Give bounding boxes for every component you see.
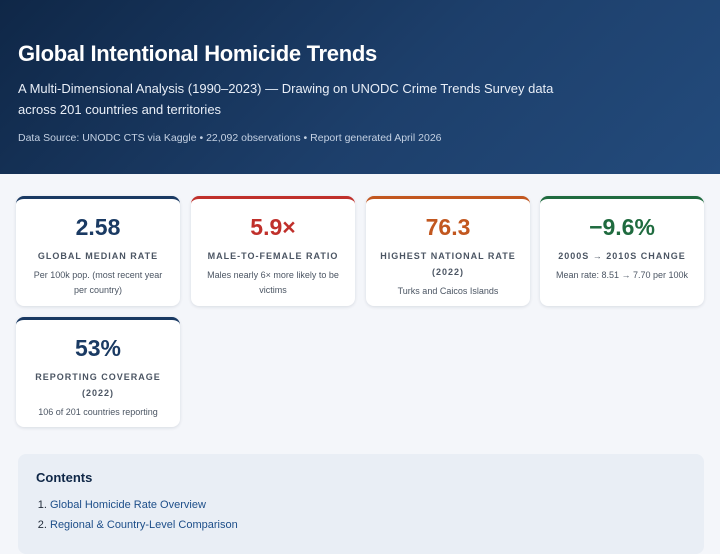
kpi-label: MALE-TO-FEMALE RATIO	[207, 251, 339, 261]
kpi-label: HIGHEST NATIONAL RATE (2022)	[380, 251, 516, 277]
kpi-card-median-rate: 2.58 GLOBAL MEDIAN RATE Per 100k pop. (m…	[16, 196, 180, 306]
kpi-value: 53%	[74, 335, 122, 361]
contents-list: Global Homicide Rate Overview Regional &…	[36, 495, 686, 535]
kpi-value: 76.3	[425, 214, 471, 240]
kpi-description: Turks and Caicos Islands	[397, 286, 499, 296]
report-meta: Data Source: UNODC CTS via Kaggle • 22,0…	[18, 132, 442, 144]
table-of-contents: Contents Global Homicide Rate Overview R…	[18, 454, 704, 554]
page-title: Global Intentional Homicide Trends	[18, 41, 377, 66]
kpi-label: REPORTING COVERAGE (2022)	[35, 372, 161, 398]
contents-title: Contents	[36, 470, 93, 485]
kpi-description: Per 100k pop. (most recent year per coun…	[33, 270, 163, 295]
kpi-description: Males nearly 6× more likely to be victim…	[207, 270, 339, 295]
kpi-card-reporting-coverage: 53% REPORTING COVERAGE (2022) 106 of 201…	[16, 317, 180, 427]
contents-item: Regional & Country-Level Comparison	[50, 515, 686, 535]
contents-link-overview[interactable]: Global Homicide Rate Overview	[50, 499, 206, 511]
kpi-value: −9.6%	[589, 214, 655, 240]
contents-item: Global Homicide Rate Overview	[50, 495, 686, 515]
kpi-value: 5.9×	[250, 214, 296, 240]
report-header: Global Intentional Homicide Trends A Mul…	[0, 0, 720, 174]
kpi-label: GLOBAL MEDIAN RATE	[37, 251, 159, 261]
page-subtitle: A Multi-Dimensional Analysis (1990–2023)…	[18, 81, 554, 117]
kpi-card-highest-rate: 76.3 HIGHEST NATIONAL RATE (2022) Turks …	[366, 196, 530, 306]
kpi-card-gender-ratio: 5.9× MALE-TO-FEMALE RATIO Males nearly 6…	[191, 196, 355, 306]
kpi-card-decade-change: −9.6% 2000S → 2010S CHANGE Mean rate: 8.…	[540, 196, 704, 306]
kpi-value: 2.58	[75, 214, 121, 240]
kpi-label: 2000S → 2010S CHANGE	[558, 251, 686, 261]
kpi-description: 106 of 201 countries reporting	[38, 407, 158, 417]
contents-link-regional[interactable]: Regional & Country-Level Comparison	[50, 519, 238, 531]
kpi-description: Mean rate: 8.51 → 7.70 per 100k	[555, 270, 689, 280]
